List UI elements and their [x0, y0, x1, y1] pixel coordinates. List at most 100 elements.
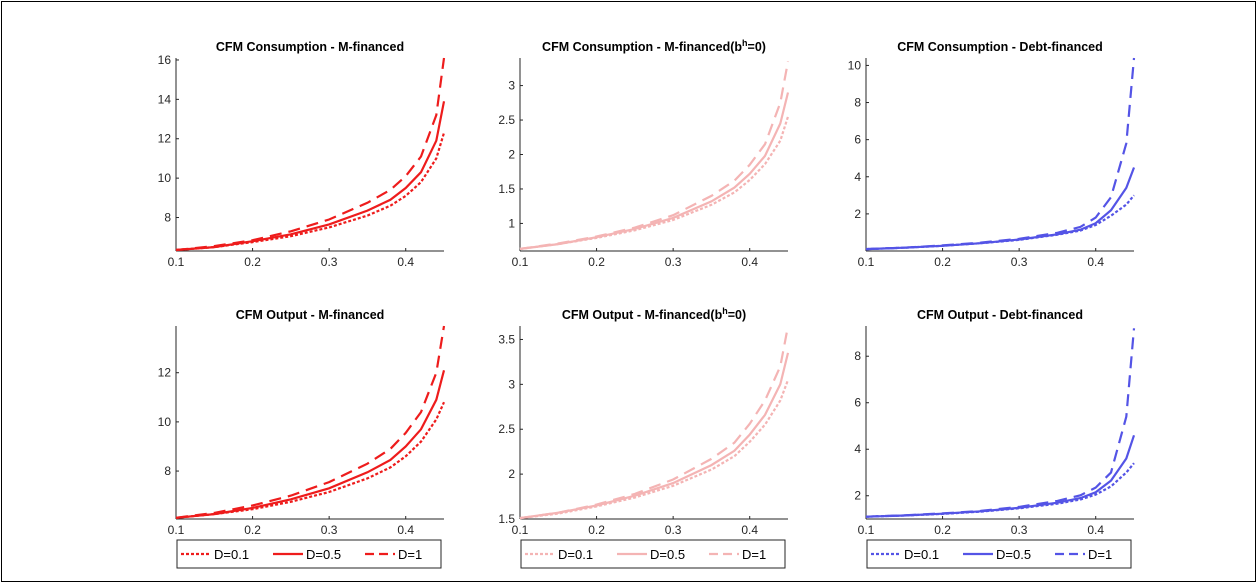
- y-tick-label: 12: [158, 132, 172, 146]
- x-tick-label: 0.3: [665, 255, 682, 269]
- title-main: CFM Output - Debt-financed: [917, 308, 1083, 322]
- y-tick-label: 16: [158, 53, 172, 67]
- y-tick-label: 10: [158, 171, 172, 185]
- legend-box: [176, 539, 442, 569]
- x-tick-label: 0.1: [858, 523, 875, 537]
- legend-2: D=0.1 D=0.5 D=1: [520, 539, 786, 569]
- series-line-d-1: [175, 57, 446, 252]
- y-tick-label: 2.5: [498, 422, 515, 436]
- x-tick-label: 0.2: [588, 255, 605, 269]
- subplot-3: CFM Consumption - Debt-financed 0.1 0.2 0.3…: [848, 40, 1136, 269]
- series-line-d-0-5: [519, 352, 790, 520]
- title-main: CFM Consumption - M-financed(b: [542, 40, 742, 54]
- title-superscript: h: [742, 38, 748, 48]
- y-tick-label: 3: [508, 79, 515, 93]
- x-tick-label: 0.4: [1087, 523, 1104, 537]
- title-superscript: h: [722, 306, 728, 316]
- x-tick-label: 0.2: [244, 255, 261, 269]
- series-line-d-1: [175, 325, 446, 519]
- legend-label: D=1: [1088, 547, 1112, 562]
- legend-label: D=1: [742, 547, 766, 562]
- x-tick-label: 0.4: [741, 255, 758, 269]
- series-line-d-0-1: [175, 132, 446, 252]
- title-main: CFM Output - M-financed: [236, 308, 385, 322]
- legend-1: D=0.1 D=0.5 D=1: [176, 539, 442, 569]
- y-tick-label: 2: [508, 148, 515, 162]
- y-tick-label: 2: [854, 207, 861, 221]
- x-tick-label: 0.4: [397, 255, 414, 269]
- legend-label: D=0.5: [650, 547, 685, 562]
- legend-row: D=0.1 D=0.5 D=1 D=0.1 D=0.5 D=1 D=0.1 D=0.5 D=1: [176, 539, 1132, 569]
- subplot-5: CFM Output - M-financed(bh=0) 0.1 0.2 0.3 0.…: [498, 306, 790, 537]
- y-tick-label: 8: [164, 211, 171, 225]
- subplot-title: CFM Consumption - M-financed: [216, 40, 404, 54]
- x-tick-label: 0.2: [244, 523, 261, 537]
- series-line-d-0-5: [865, 434, 1136, 518]
- legend-box: [866, 539, 1132, 569]
- y-tick-label: 4: [854, 442, 861, 456]
- y-tick-label: 8: [164, 464, 171, 478]
- legend-box: [520, 539, 786, 569]
- title-main: CFM Consumption - Debt-financed: [897, 40, 1103, 54]
- x-tick-label: 0.1: [512, 255, 529, 269]
- subplot-title: CFM Output - M-financed: [236, 308, 385, 322]
- subplot-title: CFM Output - Debt-financed: [917, 308, 1083, 322]
- title-main: CFM Output - M-financed(b: [562, 308, 723, 322]
- x-tick-label: 0.2: [934, 255, 951, 269]
- y-tick-label: 6: [854, 396, 861, 410]
- series-line-d-0-1: [519, 379, 790, 520]
- y-tick-label: 14: [158, 92, 172, 106]
- subplot-title: CFM Consumption - M-financed(bh=0): [542, 38, 766, 54]
- y-tick-label: 10: [158, 415, 172, 429]
- legend-label: D=0.5: [306, 547, 341, 562]
- legend-label: D=0.1: [214, 547, 249, 562]
- series-line-d-0-5: [175, 370, 446, 519]
- series-line-d-0-5: [865, 167, 1136, 251]
- y-tick-label: 6: [854, 133, 861, 147]
- y-tick-label: 3: [508, 377, 515, 391]
- title-main: CFM Consumption - M-financed: [216, 40, 404, 54]
- x-tick-label: 0.3: [1011, 255, 1028, 269]
- y-tick-label: 2: [854, 489, 861, 503]
- x-tick-label: 0.3: [665, 523, 682, 537]
- x-tick-label: 0.3: [1011, 523, 1028, 537]
- y-tick-label: 2: [508, 467, 515, 481]
- legend-label: D=0.1: [558, 547, 593, 562]
- legend-label: D=0.1: [904, 547, 939, 562]
- y-tick-label: 3.5: [498, 332, 515, 346]
- y-tick-label: 1: [508, 216, 515, 230]
- subplot-1: CFM Consumption - M-financed 0.1 0.2 0.3 0.4…: [158, 40, 446, 269]
- y-tick-label: 2.5: [498, 113, 515, 127]
- subplot-6: CFM Output - Debt-financed 0.1 0.2 0.3 0.4 2 4…: [854, 308, 1136, 537]
- title-suffix: =0): [748, 40, 766, 54]
- x-tick-label: 0.1: [168, 523, 185, 537]
- subplot-title: CFM Output - M-financed(bh=0): [562, 306, 746, 322]
- x-tick-label: 0.1: [512, 523, 529, 537]
- x-tick-label: 0.1: [168, 255, 185, 269]
- series-line-d-0-1: [175, 401, 446, 519]
- x-tick-label: 0.2: [934, 523, 951, 537]
- y-tick-label: 8: [854, 349, 861, 363]
- series-line-d-1: [865, 57, 1136, 251]
- subplot-4: CFM Output - M-financed 0.1 0.2 0.3 0.4 8 10 12: [158, 308, 446, 537]
- legend-3: D=0.1 D=0.5 D=1: [866, 539, 1132, 569]
- subplot-2: CFM Consumption - M-financed(bh=0) 0.1 0.2…: [498, 38, 790, 269]
- subplot-title: CFM Consumption - Debt-financed: [897, 40, 1103, 54]
- legend-label: D=1: [398, 547, 422, 562]
- y-tick-label: 8: [854, 96, 861, 110]
- series-line-d-1: [519, 325, 790, 520]
- x-tick-label: 0.3: [321, 523, 338, 537]
- subplot-grid: CFM Consumption - M-financed 0.1 0.2 0.3 0.4…: [158, 38, 1136, 537]
- y-tick-label: 1.5: [498, 182, 515, 196]
- series-line-d-1: [519, 61, 790, 250]
- x-tick-label: 0.4: [741, 523, 758, 537]
- y-tick-label: 10: [848, 58, 862, 72]
- legend-label: D=0.5: [996, 547, 1031, 562]
- y-tick-label: 4: [854, 170, 861, 184]
- x-tick-label: 0.1: [858, 255, 875, 269]
- x-tick-label: 0.2: [588, 523, 605, 537]
- y-tick-label: 1.5: [498, 512, 515, 526]
- x-tick-label: 0.4: [1087, 255, 1104, 269]
- x-tick-label: 0.4: [397, 523, 414, 537]
